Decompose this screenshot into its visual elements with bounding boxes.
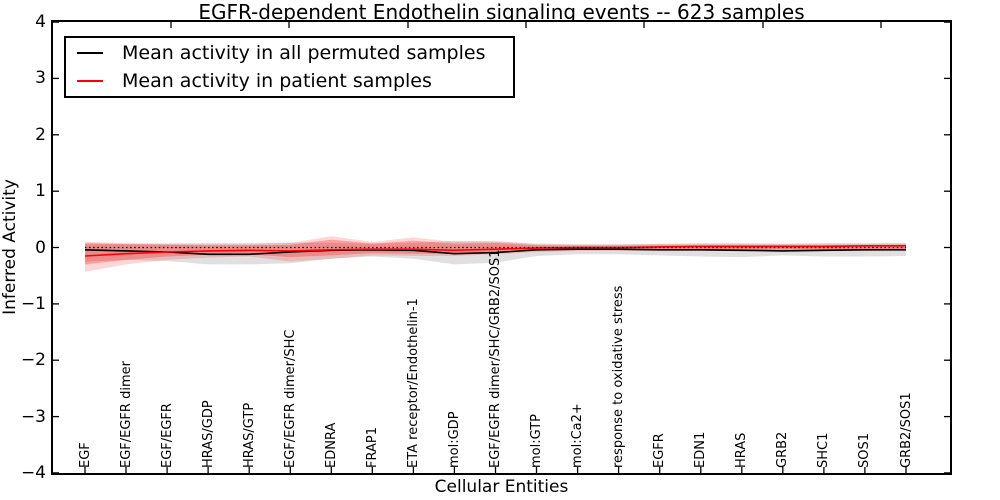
x-tick-label: HRAS/GDP <box>200 400 216 468</box>
patient-line-swatch-icon <box>77 80 103 82</box>
legend-item-patient: Mean activity in patient samples <box>66 67 513 95</box>
permuted-line-swatch-icon <box>77 52 103 54</box>
x-tick-label: EGFR <box>652 433 668 468</box>
x-tick-label: EGF <box>77 442 93 468</box>
x-tick-label: HRAS/GTP <box>241 402 257 468</box>
x-tick-label: EDN1 <box>693 431 709 468</box>
x-tick-label: response to oxidative stress <box>611 285 627 468</box>
y-tick-label: −4 <box>20 462 46 483</box>
legend-label-permuted: Mean activity in all permuted samples <box>122 42 486 64</box>
x-tick-label: GRB2/SOS1 <box>898 392 914 468</box>
x-axis-label: Cellular Entities <box>434 477 569 497</box>
legend: Mean activity in all permuted samples Me… <box>64 36 515 98</box>
x-tick-label: mol:GTP <box>529 414 545 468</box>
x-tick-label: EGF/EGFR dimer <box>118 361 134 468</box>
legend-item-permuted: Mean activity in all permuted samples <box>66 39 513 67</box>
patient-samples-spread-outer-band <box>85 236 906 272</box>
x-tick-label: FRAP1 <box>364 427 380 468</box>
chart-canvas <box>53 22 950 473</box>
y-tick-label: 0 <box>35 237 46 258</box>
x-tick-label: GRB2 <box>775 431 791 468</box>
y-tick-label: −1 <box>20 293 46 314</box>
x-tick-label: HRAS <box>734 432 750 468</box>
x-tick-label: EGF/EGFR <box>159 403 175 468</box>
legend-label-patient: Mean activity in patient samples <box>122 70 432 92</box>
y-tick-label: −3 <box>20 406 46 427</box>
x-tick-label: EDNRA <box>323 422 339 468</box>
series-line-1 <box>84 245 906 257</box>
x-tick-label: EGF/EGFR dimer/SHC <box>282 329 298 468</box>
y-tick-label: 3 <box>35 68 46 89</box>
x-tick-label: EGF/EGFR dimer/SHC/GRB2/SOS1 <box>488 249 503 469</box>
x-tick-label: mol:GDP <box>446 411 462 468</box>
y-tick-label: 4 <box>35 12 46 33</box>
x-tick-label: SOS1 <box>857 432 873 468</box>
x-tick-label: ETA receptor/Endothelin-1 <box>405 298 421 468</box>
y-tick-label: 2 <box>35 124 46 145</box>
x-tick-label: mol:Ca2+ <box>570 403 586 468</box>
x-tick-label: SHC1 <box>816 432 832 468</box>
y-tick-label: −2 <box>20 350 46 371</box>
series-line-0 <box>84 248 906 256</box>
y-tick-label: 1 <box>35 181 46 202</box>
